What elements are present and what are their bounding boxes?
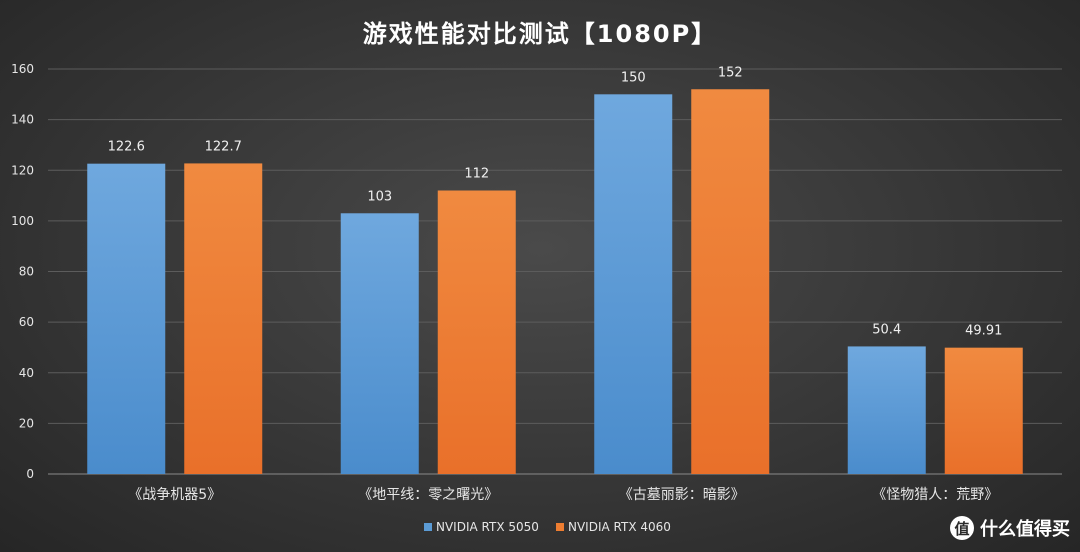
data-label: 152: [718, 65, 743, 80]
y-tick-label: 40: [19, 366, 34, 380]
data-label: 122.6: [108, 140, 145, 155]
x-category-label: 《地平线：零之曙光》: [358, 487, 498, 503]
legend-swatch: [424, 523, 432, 531]
chart-title: 游戏性能对比测试【1080P】: [362, 20, 718, 48]
y-tick-label: 140: [11, 113, 34, 127]
bar-rtx4060-2: [691, 89, 770, 474]
y-tick-label: 60: [19, 315, 34, 329]
data-label: 50.4: [872, 322, 901, 337]
data-label: 103: [367, 189, 392, 204]
x-category-label: 《战争机器5》: [128, 487, 221, 503]
bar-rtx4060-3: [944, 347, 1023, 474]
data-label: 49.91: [965, 324, 1002, 339]
legend-label: NVIDIA RTX 4060: [568, 520, 671, 534]
watermark-text: 什么值得买: [980, 519, 1070, 540]
y-tick-label: 120: [11, 163, 34, 177]
data-label: 122.7: [205, 139, 242, 154]
bar-rtx5050-0: [87, 163, 166, 474]
y-tick-label: 80: [19, 265, 34, 279]
legend-swatch: [556, 523, 564, 531]
watermark: 值 什么值得买: [950, 512, 1070, 544]
watermark-logo-icon: 值: [950, 516, 974, 540]
x-category-label: 《古墓丽影：暗影》: [619, 487, 745, 503]
bar-rtx5050-3: [847, 346, 926, 474]
legend-label: NVIDIA RTX 5050: [436, 520, 539, 534]
y-tick-label: 100: [11, 214, 34, 228]
y-tick-label: 0: [26, 467, 34, 481]
bar-rtx4060-0: [184, 163, 263, 474]
data-label: 150: [621, 70, 646, 85]
y-tick-label: 160: [11, 62, 34, 76]
x-category-label: 《怪物猎人：荒野》: [872, 487, 998, 503]
bar-rtx5050-2: [594, 94, 673, 474]
data-label: 112: [464, 167, 489, 182]
y-tick-label: 20: [19, 416, 34, 430]
bar-rtx5050-1: [340, 213, 419, 474]
bar-rtx4060-1: [437, 190, 516, 474]
